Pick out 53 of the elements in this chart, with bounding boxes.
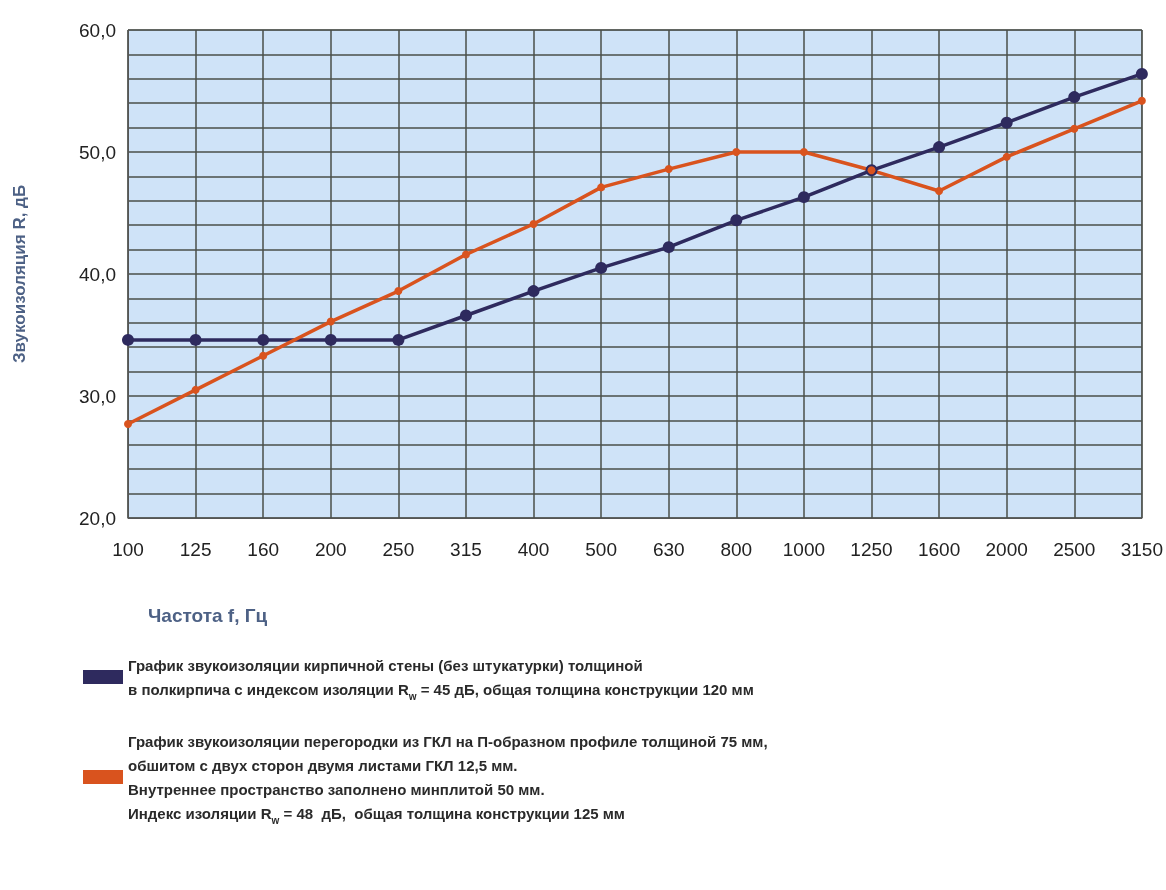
point — [595, 261, 608, 274]
y-tick-label: 50,0 — [79, 141, 116, 163]
point — [189, 333, 202, 346]
point — [799, 148, 808, 156]
point — [730, 214, 743, 227]
x-tick-label: 250 — [382, 539, 415, 560]
point — [527, 285, 540, 298]
x-tick-label: 2500 — [1053, 539, 1096, 560]
x-tick-label: 2000 — [985, 539, 1028, 560]
point — [122, 333, 134, 346]
point — [1137, 96, 1146, 105]
point — [732, 148, 741, 156]
point — [257, 333, 270, 346]
point — [529, 219, 538, 228]
point — [461, 250, 470, 259]
x-tick-label: 3150 — [1120, 539, 1164, 560]
point — [662, 241, 675, 254]
y-tick-label: 40,0 — [79, 263, 116, 285]
point — [597, 183, 606, 192]
x-tick-label: 1250 — [850, 539, 893, 560]
point — [394, 287, 403, 296]
y-tick-label: 60,0 — [79, 19, 116, 41]
y-axis-title: Звукоизоляция R, дБ — [10, 184, 29, 364]
point — [797, 191, 810, 204]
x-tick-label: 160 — [247, 539, 280, 560]
x-tick-label: 200 — [314, 539, 347, 560]
point — [459, 309, 472, 322]
point — [1070, 124, 1079, 133]
y-tick-label: 20,0 — [79, 507, 116, 529]
point — [124, 420, 132, 429]
y-tick-label: 30,0 — [79, 385, 116, 407]
point — [933, 141, 946, 154]
x-tick-label: 1600 — [917, 539, 961, 560]
x-tick-label: 400 — [517, 539, 550, 560]
point — [1135, 67, 1148, 80]
point — [191, 385, 200, 394]
point — [1000, 116, 1013, 129]
x-tick-label: 800 — [720, 539, 753, 560]
point — [259, 351, 268, 360]
x-axis-title: Частота f, Гц — [148, 605, 268, 626]
x-tick-label: 1000 — [782, 539, 826, 560]
x-tick-label: 125 — [179, 539, 212, 560]
point — [392, 333, 405, 346]
point — [326, 317, 335, 326]
point — [1002, 152, 1011, 161]
x-tick-label: 500 — [585, 539, 617, 560]
point — [324, 333, 337, 346]
x-tick-label: 100 — [112, 539, 144, 560]
x-tick-label: 315 — [450, 539, 482, 560]
point — [935, 187, 944, 196]
x-tick-label: 630 — [652, 539, 685, 560]
point — [1068, 91, 1081, 104]
point — [664, 165, 673, 174]
